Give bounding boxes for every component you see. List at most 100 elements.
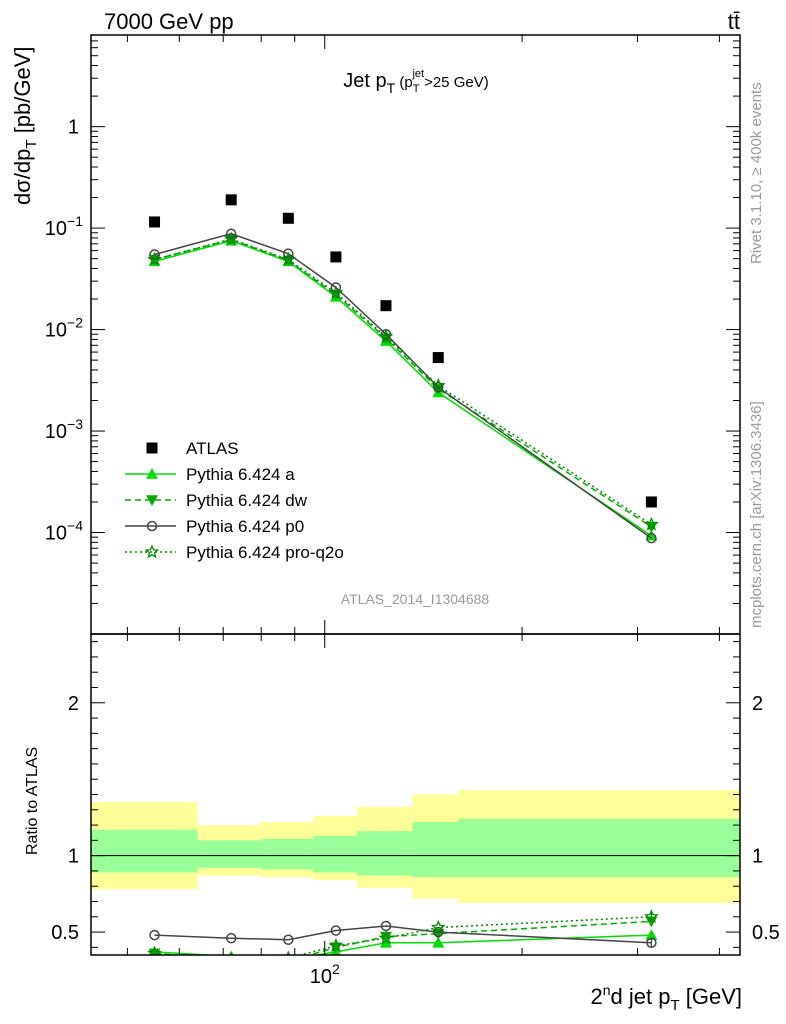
tick-exponent: −2 [67,315,83,331]
series-pythia-6-424-pro-q2o [147,231,659,531]
energy-label: 7000 GeV pp [104,9,234,34]
axis-ticks [91,34,740,955]
band-green [197,840,262,868]
y-tick-label: 10−2 [45,315,83,342]
ratio-panel-series [147,909,659,955]
tick-exponent: 2 [332,961,340,977]
ratio-y-tick-label-right: 1 [752,846,763,868]
data-point [328,285,344,300]
data-point [283,248,294,259]
data-point [225,194,237,206]
ratio-series-pythia-6-424-dw [148,916,658,955]
legend-entry: Pythia 6.424 p0 [125,517,304,536]
process-label: tt̄ [728,9,740,34]
series-atlas [149,194,657,508]
legend-marker [144,544,160,559]
y-axis-label: dσ/dpT [pb/GeV] [10,46,40,205]
ratio-point [433,926,444,938]
legend-label: Pythia 6.424 a [186,465,295,484]
band-green [458,818,740,878]
x-axis-label: 2nd jet pT [GeV] [590,982,742,1014]
x-tick-label: 102 [310,961,340,988]
ratio-point [328,938,344,953]
legend-label: Pythia 6.424 dw [186,491,308,510]
data-point [644,516,659,531]
ratio-series-pythia-6-424-pro-q2o [147,909,659,955]
ratio-point [646,937,657,949]
data-point [646,532,657,544]
ratio-series-group [147,909,659,955]
legend-entry: Pythia 6.424 a [125,465,295,484]
ratio-point [286,950,291,955]
y-tick-label: 1 [68,117,79,139]
mcplots-label: mcplots.cern.ch [arXiv:1306.3436] [748,401,765,628]
tick-base: 10 [45,523,67,545]
band-green [91,829,198,873]
series-line [154,238,652,526]
ratio-point [225,954,238,955]
ratio-point [644,909,659,923]
ratio-y-axis-label: Ratio to ATLAS [24,747,41,855]
tick-exponent: −3 [67,416,83,432]
data-point [433,382,444,393]
legend-marker [146,442,158,454]
ratio-point [147,945,162,955]
ratio-y-tick-label-left: 1 [68,846,79,868]
ratio-uncertainty-bands [91,789,740,904]
y-tick-label: 10−3 [45,416,83,443]
tick-exponent: −1 [67,213,83,229]
tick-base: 10 [310,966,332,988]
legend-entry: Pythia 6.424 dw [125,491,308,510]
ratio-y-tick-label-left: 2 [68,693,79,715]
data-point [432,352,444,364]
data-point [282,212,294,224]
chart-title: Jet pT (pTjet>25 GeV) [343,68,488,96]
ratio-point [380,920,392,932]
data-point [645,496,657,508]
ratio-y-tick-label-left: 0.5 [51,922,79,944]
data-point [330,282,342,293]
legend-label: ATLAS [186,439,239,458]
ratio-point [225,932,237,944]
legend-marker [146,468,158,479]
analysis-label: ATLAS_2014_I1304688 [341,591,490,607]
ratio-point [379,931,392,943]
data-point [330,251,342,263]
y-tick-label: 10−4 [45,518,83,545]
data-point [378,328,394,344]
data-point [430,378,446,392]
ratio-point [430,919,446,934]
ratio-point [330,925,342,936]
tick-base: 10 [45,218,67,240]
band-green [356,831,413,876]
ratio-y-tick-label-right: 0.5 [752,922,780,944]
data-point [225,228,237,239]
data-point [149,216,161,228]
legend-marker [146,520,158,532]
legend: ATLAS Pythia 6.424 a Pythia 6.424 dw Pythia… [125,439,344,562]
y-tick-label: 10−1 [45,213,83,240]
ratio-point [432,936,445,948]
main-panel-series [147,194,659,544]
band-green [313,835,357,873]
data-point [280,251,296,266]
legend-marker [146,495,158,506]
legend-label: Pythia 6.424 p0 [186,517,304,536]
rivet-label: Rivet 3.1.10, ≥ 400k events [748,82,765,264]
band-green [412,822,459,878]
ratio-line [154,925,652,944]
ratio-series-pythia-6-424-p0 [149,920,657,949]
data-point [645,529,658,541]
ratio-point [645,929,658,940]
legend-label: Pythia 6.424 pro-q2o [186,543,344,562]
tick-exponent: −4 [67,518,83,534]
data-point [380,300,392,312]
data-point [223,231,239,246]
data-point [147,251,162,266]
ratio-point [378,930,394,945]
ratio-point [149,929,160,941]
ratio-point [283,934,294,945]
band-green [261,838,314,870]
